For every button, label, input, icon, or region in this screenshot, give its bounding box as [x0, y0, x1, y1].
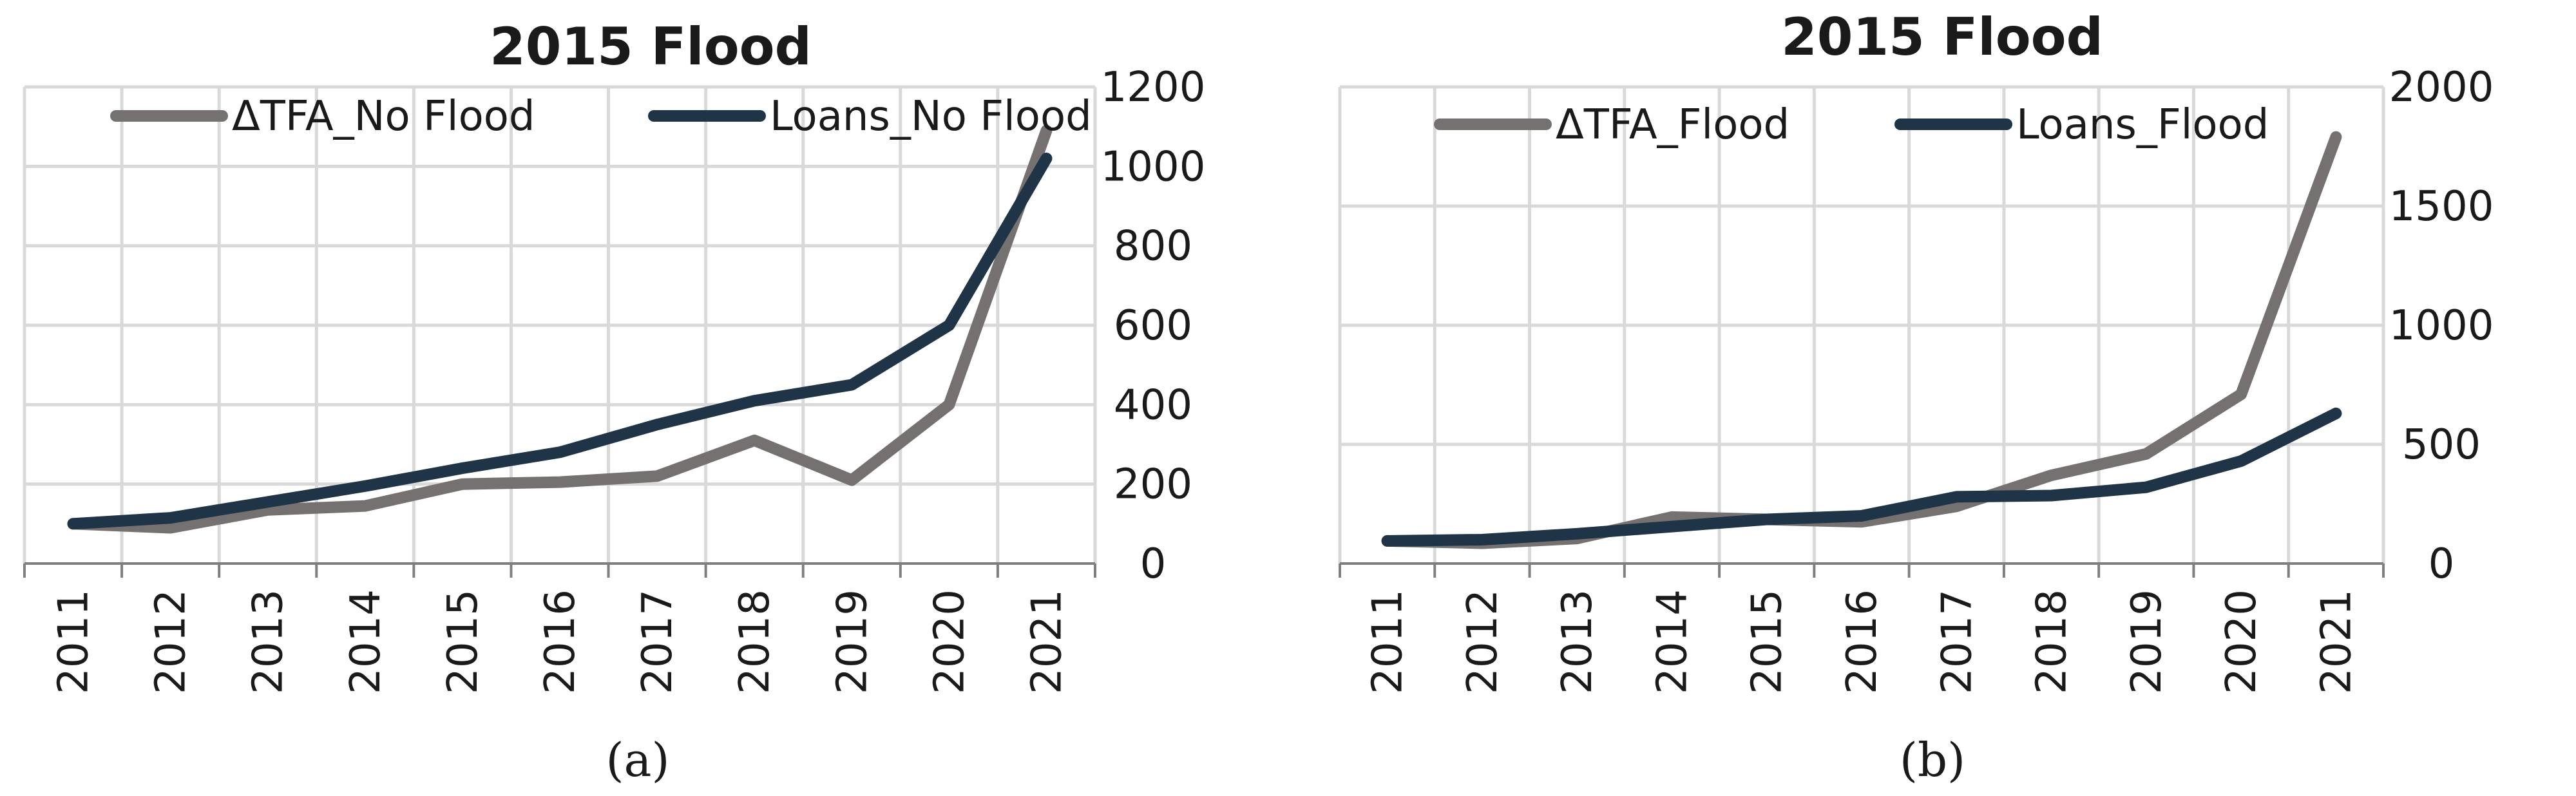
x-tick-label: 2017 [1933, 589, 1981, 694]
x-tick-label: 2018 [2028, 589, 2076, 694]
y-tick-label: 0 [1140, 540, 1167, 588]
x-tick-label: 2013 [1554, 589, 1601, 694]
series-line-loans [1381, 407, 2342, 547]
chart-title: 2015 Flood [490, 17, 812, 77]
y-tick-label: 200 [1114, 461, 1192, 509]
x-tick-label: 2011 [50, 589, 98, 694]
x-tick-label: 2015 [1744, 589, 1791, 694]
line-chart-b: ΔTFA_Flood Loans_Flood 0 500 1000 1500 2000 20… [1338, 7, 2494, 787]
x-tick-label: 2014 [1648, 589, 1696, 694]
y-tick-label: 500 [2402, 421, 2481, 469]
legend-label: ΔTFA_Flood [1556, 101, 1789, 149]
chart-panel-a: ΔTFA_No Flood Loans_No Flood 0 200 400 600 80… [23, 17, 1206, 787]
x-tick-label: 2011 [1364, 589, 1412, 694]
x-tick-label: 2016 [1838, 589, 1886, 694]
x-tick-label: 2012 [1459, 589, 1507, 694]
y-tick-label: 1500 [2389, 183, 2494, 231]
y-tick-label: 0 [2428, 540, 2455, 588]
panel-caption: (a) [606, 733, 669, 787]
y-tick-label: 1000 [2389, 302, 2494, 350]
x-tick-label: 2014 [342, 589, 390, 694]
chart-title: 2015 Flood [1781, 7, 2103, 67]
series-line-tfa [67, 124, 1053, 534]
x-tick-label: 2021 [1023, 589, 1071, 694]
x-tick-label: 2020 [2218, 589, 2266, 694]
legend-label: Loans_Flood [2016, 101, 2269, 149]
x-tick-label: 2018 [731, 589, 779, 694]
x-tick-label: 2019 [2123, 589, 2171, 694]
x-tick-label: 2020 [926, 589, 973, 694]
panel-caption: (b) [1900, 733, 1965, 787]
y-tick-label: 1200 [1101, 64, 1206, 111]
x-tick-label: 2021 [2313, 589, 2360, 694]
y-tick-label: 400 [1114, 381, 1192, 429]
x-tick-label: 2015 [439, 589, 487, 694]
x-tick-label: 2012 [148, 589, 195, 694]
chart-panel-b: ΔTFA_Flood Loans_Flood 0 500 1000 1500 2000 20… [1288, 0, 2576, 796]
y-tick-label: 800 [1114, 223, 1192, 270]
y-tick-label: 2000 [2389, 64, 2494, 111]
y-tick-label: 1000 [1101, 143, 1206, 191]
x-tick-label: 2013 [245, 589, 292, 694]
series-line-loans [67, 153, 1053, 530]
x-tick-label: 2019 [828, 589, 876, 694]
x-tick-label: 2016 [537, 589, 584, 694]
line-chart-a: ΔTFA_No Flood Loans_No Flood 0 200 400 600 80… [23, 17, 1206, 787]
y-tick-label: 600 [1114, 302, 1192, 350]
x-tick-label: 2017 [634, 589, 682, 694]
legend-label: ΔTFA_No Flood [232, 93, 535, 140]
legend-label: Loans_No Flood [770, 93, 1092, 140]
